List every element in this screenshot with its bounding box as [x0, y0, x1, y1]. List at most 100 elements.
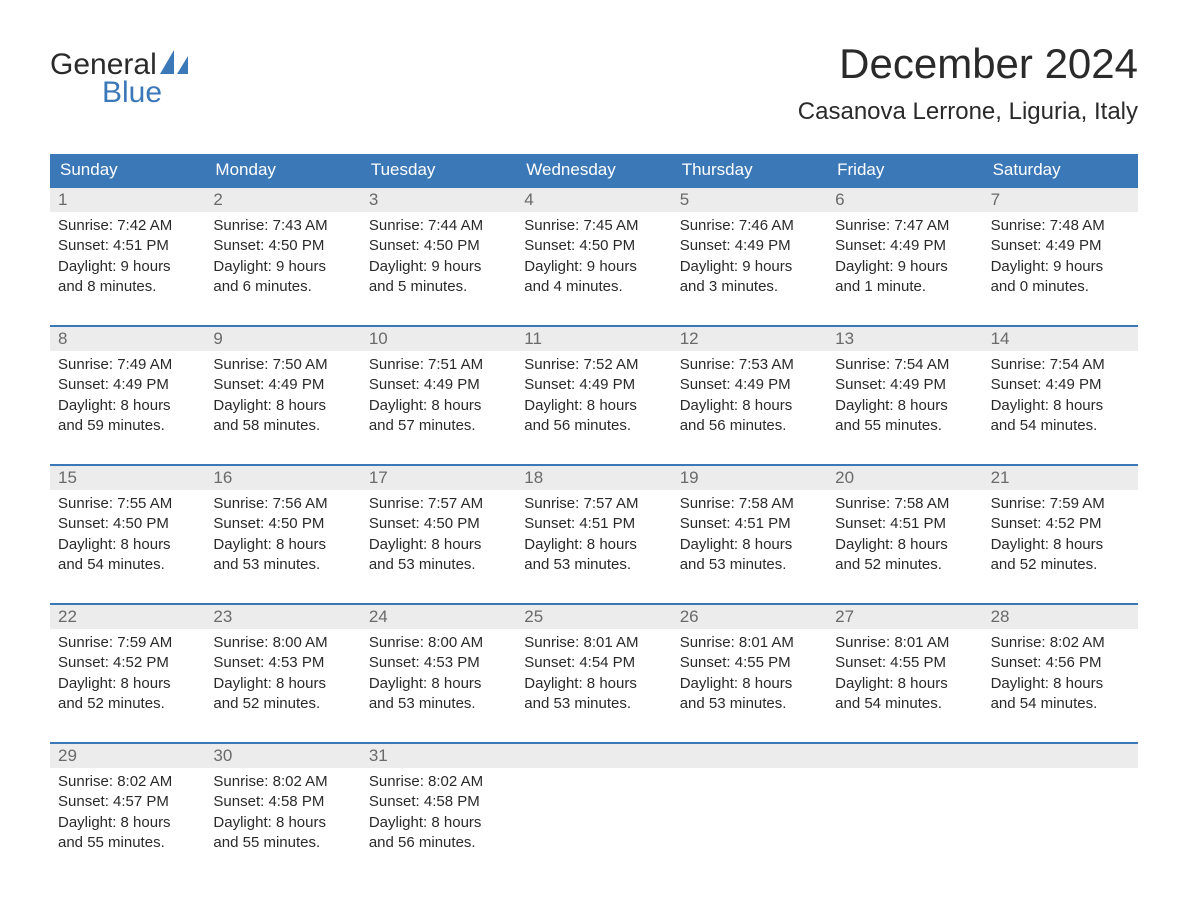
- sunrise-text: Sunrise: 7:43 AM: [213, 216, 352, 236]
- dayname-mon: Monday: [205, 154, 360, 186]
- day-number: 17: [361, 466, 516, 490]
- day-cell: Sunrise: 7:54 AMSunset: 4:49 PMDaylight:…: [983, 351, 1138, 442]
- sunset-text: Sunset: 4:56 PM: [991, 653, 1130, 673]
- sunrise-text: Sunrise: 7:44 AM: [369, 216, 508, 236]
- daylight-line1: Daylight: 8 hours: [524, 674, 663, 694]
- daylight-line2: and 5 minutes.: [369, 277, 508, 297]
- sunrise-text: Sunrise: 7:55 AM: [58, 494, 197, 514]
- day-cell: Sunrise: 7:48 AMSunset: 4:49 PMDaylight:…: [983, 212, 1138, 303]
- day-number: 14: [983, 327, 1138, 351]
- daylight-line2: and 52 minutes.: [213, 694, 352, 714]
- day-cell: Sunrise: 8:01 AMSunset: 4:55 PMDaylight:…: [827, 629, 982, 720]
- day-number: [827, 744, 982, 768]
- daylight-line1: Daylight: 8 hours: [524, 396, 663, 416]
- daylight-line1: Daylight: 8 hours: [369, 396, 508, 416]
- day-number: 22: [50, 605, 205, 629]
- sunset-text: Sunset: 4:49 PM: [58, 375, 197, 395]
- dayname-wed: Wednesday: [516, 154, 671, 186]
- daylight-line2: and 57 minutes.: [369, 416, 508, 436]
- day-cell: Sunrise: 7:49 AMSunset: 4:49 PMDaylight:…: [50, 351, 205, 442]
- sunset-text: Sunset: 4:49 PM: [680, 236, 819, 256]
- week-row: 293031Sunrise: 8:02 AMSunset: 4:57 PMDay…: [50, 742, 1138, 859]
- day-cell: Sunrise: 7:52 AMSunset: 4:49 PMDaylight:…: [516, 351, 671, 442]
- title-block: December 2024 Casanova Lerrone, Liguria,…: [798, 40, 1138, 126]
- day-number: 5: [672, 188, 827, 212]
- sunrise-text: Sunrise: 8:01 AM: [524, 633, 663, 653]
- day-cell: Sunrise: 7:43 AMSunset: 4:50 PMDaylight:…: [205, 212, 360, 303]
- sunset-text: Sunset: 4:50 PM: [369, 514, 508, 534]
- sunset-text: Sunset: 4:50 PM: [213, 236, 352, 256]
- sunrise-text: Sunrise: 8:02 AM: [369, 772, 508, 792]
- sunrise-text: Sunrise: 7:59 AM: [58, 633, 197, 653]
- daylight-line1: Daylight: 8 hours: [680, 396, 819, 416]
- week-row: 891011121314Sunrise: 7:49 AMSunset: 4:49…: [50, 325, 1138, 442]
- daylight-line1: Daylight: 8 hours: [991, 535, 1130, 555]
- daylight-line2: and 55 minutes.: [58, 833, 197, 853]
- sunrise-text: Sunrise: 8:02 AM: [58, 772, 197, 792]
- daylight-line1: Daylight: 9 hours: [369, 257, 508, 277]
- day-number: 6: [827, 188, 982, 212]
- sunrise-text: Sunrise: 8:00 AM: [213, 633, 352, 653]
- daylight-line2: and 53 minutes.: [369, 555, 508, 575]
- day-number: 3: [361, 188, 516, 212]
- day-number: 27: [827, 605, 982, 629]
- sunrise-text: Sunrise: 7:48 AM: [991, 216, 1130, 236]
- daylight-line1: Daylight: 8 hours: [991, 674, 1130, 694]
- sunrise-text: Sunrise: 7:45 AM: [524, 216, 663, 236]
- sunrise-text: Sunrise: 7:59 AM: [991, 494, 1130, 514]
- dayname-fri: Friday: [827, 154, 982, 186]
- daylight-line2: and 54 minutes.: [991, 416, 1130, 436]
- sunrise-text: Sunrise: 7:52 AM: [524, 355, 663, 375]
- day-cell: Sunrise: 7:57 AMSunset: 4:51 PMDaylight:…: [516, 490, 671, 581]
- daylight-line2: and 52 minutes.: [991, 555, 1130, 575]
- day-number: [983, 744, 1138, 768]
- sunrise-text: Sunrise: 7:57 AM: [369, 494, 508, 514]
- day-cell: Sunrise: 8:00 AMSunset: 4:53 PMDaylight:…: [361, 629, 516, 720]
- daylight-line2: and 56 minutes.: [524, 416, 663, 436]
- daylight-line1: Daylight: 8 hours: [369, 674, 508, 694]
- day-cell: Sunrise: 7:53 AMSunset: 4:49 PMDaylight:…: [672, 351, 827, 442]
- sunrise-text: Sunrise: 8:02 AM: [991, 633, 1130, 653]
- daylight-line1: Daylight: 8 hours: [524, 535, 663, 555]
- day-number: 18: [516, 466, 671, 490]
- sunrise-text: Sunrise: 7:57 AM: [524, 494, 663, 514]
- daylight-line1: Daylight: 8 hours: [369, 813, 508, 833]
- daylight-line2: and 52 minutes.: [58, 694, 197, 714]
- daylight-line1: Daylight: 8 hours: [835, 535, 974, 555]
- day-cell: Sunrise: 7:55 AMSunset: 4:50 PMDaylight:…: [50, 490, 205, 581]
- day-number: 23: [205, 605, 360, 629]
- daylight-line2: and 3 minutes.: [680, 277, 819, 297]
- daylight-line1: Daylight: 8 hours: [835, 674, 974, 694]
- sunset-text: Sunset: 4:55 PM: [835, 653, 974, 673]
- daylight-line1: Daylight: 8 hours: [213, 674, 352, 694]
- daylight-line2: and 53 minutes.: [213, 555, 352, 575]
- daylight-line1: Daylight: 9 hours: [524, 257, 663, 277]
- week-row: 1234567Sunrise: 7:42 AMSunset: 4:51 PMDa…: [50, 186, 1138, 303]
- sunrise-text: Sunrise: 7:46 AM: [680, 216, 819, 236]
- day-cell: Sunrise: 8:01 AMSunset: 4:55 PMDaylight:…: [672, 629, 827, 720]
- daylight-line2: and 1 minute.: [835, 277, 974, 297]
- sunset-text: Sunset: 4:49 PM: [369, 375, 508, 395]
- daylight-line2: and 53 minutes.: [369, 694, 508, 714]
- day-number: 1: [50, 188, 205, 212]
- day-number: 13: [827, 327, 982, 351]
- sunset-text: Sunset: 4:49 PM: [524, 375, 663, 395]
- day-cell: Sunrise: 7:45 AMSunset: 4:50 PMDaylight:…: [516, 212, 671, 303]
- day-cell: Sunrise: 7:44 AMSunset: 4:50 PMDaylight:…: [361, 212, 516, 303]
- sunset-text: Sunset: 4:50 PM: [369, 236, 508, 256]
- day-number: 11: [516, 327, 671, 351]
- daylight-line2: and 6 minutes.: [213, 277, 352, 297]
- daylight-line1: Daylight: 8 hours: [680, 535, 819, 555]
- day-cell: Sunrise: 8:02 AMSunset: 4:58 PMDaylight:…: [361, 768, 516, 859]
- day-cell: Sunrise: 7:56 AMSunset: 4:50 PMDaylight:…: [205, 490, 360, 581]
- day-number: 16: [205, 466, 360, 490]
- day-cell: [516, 768, 671, 859]
- day-number: 15: [50, 466, 205, 490]
- day-number-row: 891011121314: [50, 327, 1138, 351]
- day-number: 7: [983, 188, 1138, 212]
- logo-sail-icon: [160, 50, 194, 74]
- day-number: 24: [361, 605, 516, 629]
- day-cell: Sunrise: 7:59 AMSunset: 4:52 PMDaylight:…: [983, 490, 1138, 581]
- dayname-tue: Tuesday: [361, 154, 516, 186]
- day-cell: Sunrise: 7:57 AMSunset: 4:50 PMDaylight:…: [361, 490, 516, 581]
